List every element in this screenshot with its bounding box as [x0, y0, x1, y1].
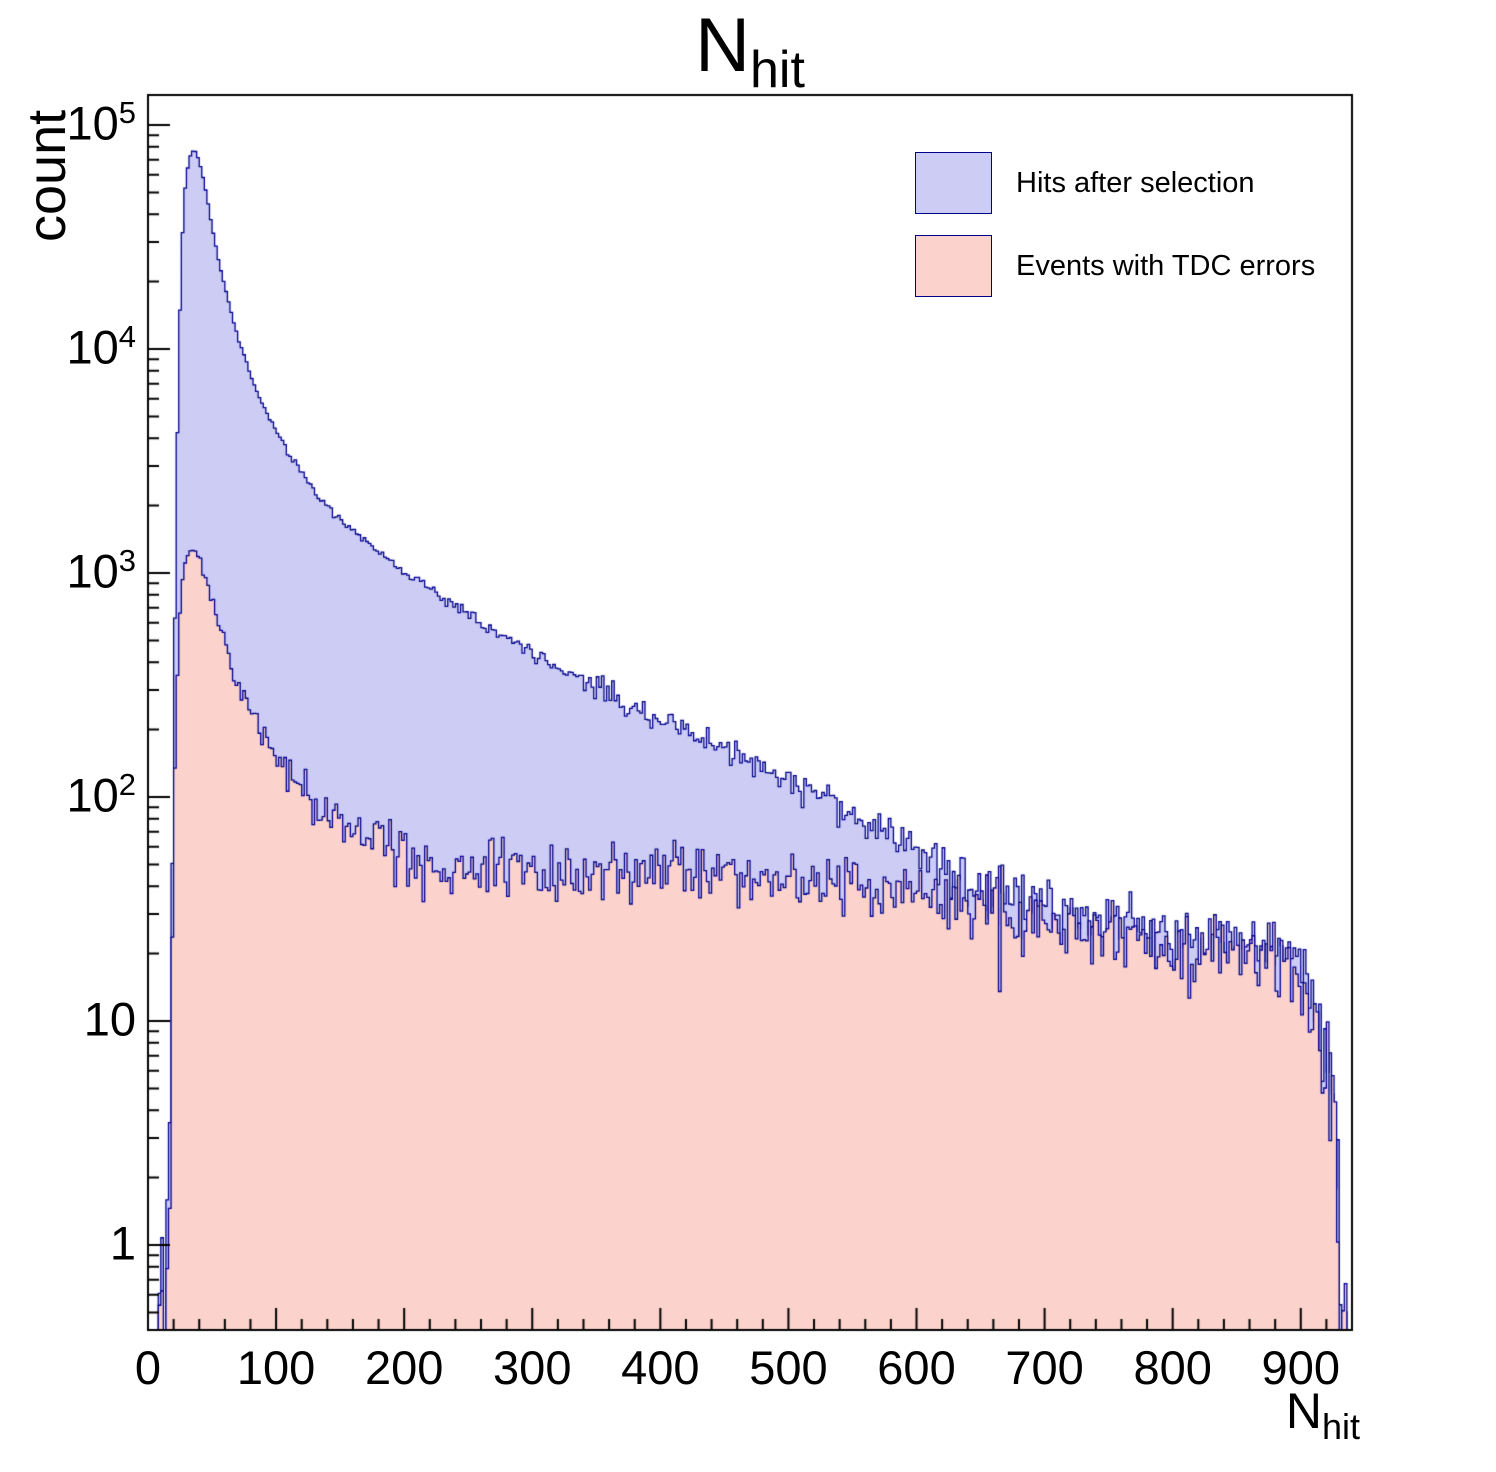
- x-axis-tick-label: 500: [749, 1341, 828, 1394]
- x-axis-tick-label: 200: [364, 1341, 444, 1394]
- x-axis-tick-label: 300: [493, 1341, 572, 1394]
- y-axis-tick-label: 10: [83, 992, 136, 1046]
- x-axis-tick-label: 600: [877, 1341, 956, 1394]
- x-axis-tick-label: 400: [621, 1341, 700, 1394]
- x-axis-title: Nhit: [1286, 1382, 1360, 1448]
- chart-title: Nhit: [695, 2, 805, 100]
- y-axis-tick-label: 105: [66, 94, 136, 150]
- legend-entry-hits-after-selection: Hits after selection: [915, 152, 1315, 214]
- y-axis-tick-label: 104: [66, 318, 136, 374]
- x-axis-tick-label: 0: [134, 1341, 162, 1394]
- x-axis-tick-label: 900: [1261, 1341, 1340, 1394]
- chart-title-main: N: [695, 3, 750, 88]
- x-axis-tick-label: 100: [236, 1341, 316, 1394]
- legend-label-hits-after-selection: Hits after selection: [1016, 166, 1255, 199]
- legend-label-tdc-errors: Events with TDC errors: [1016, 249, 1316, 282]
- chart-title-sub: hit: [749, 41, 805, 100]
- x-axis-tick-label: 800: [1133, 1341, 1212, 1394]
- x-axis-tick-label: 700: [1005, 1341, 1084, 1394]
- y-axis-tick-label: 1: [109, 1216, 136, 1270]
- legend: Hits after selection Events with TDC err…: [915, 152, 1315, 318]
- y-axis-tick-label: 103: [66, 542, 136, 598]
- legend-entry-tdc-errors: Events with TDC errors: [915, 235, 1315, 297]
- x-axis-title-sub: hit: [1321, 1406, 1360, 1447]
- x-axis-title-main: N: [1285, 1383, 1322, 1439]
- y-axis-tick-label: 102: [66, 766, 136, 822]
- legend-swatch-tdc-errors: [915, 235, 992, 297]
- legend-swatch-hits-after-selection: [915, 152, 992, 214]
